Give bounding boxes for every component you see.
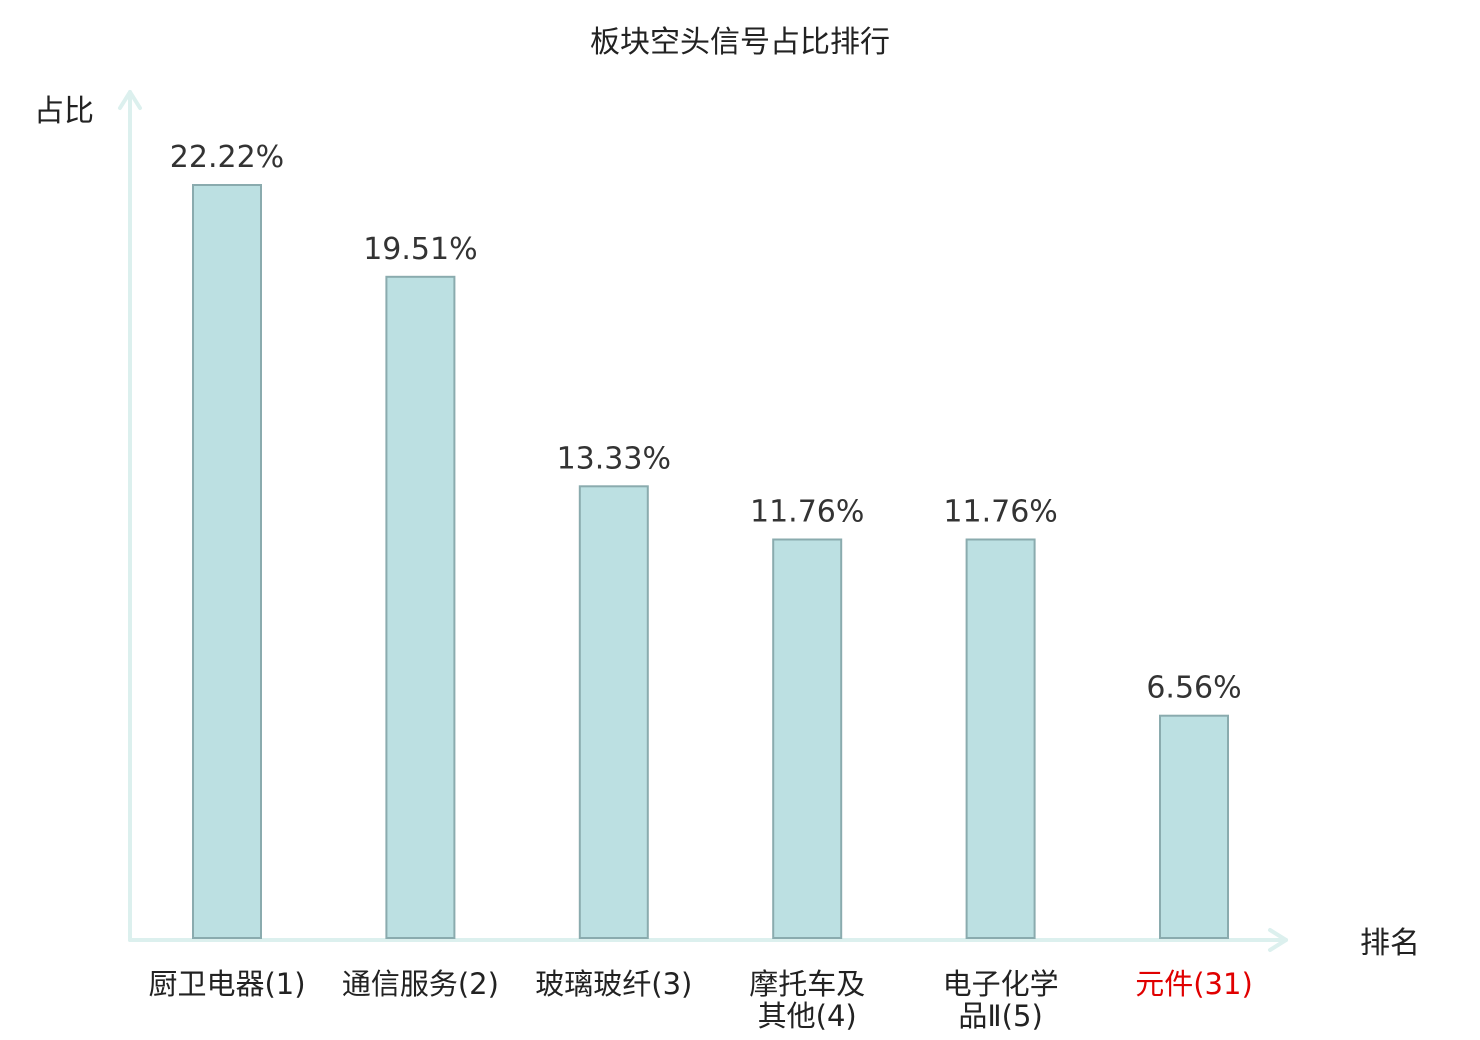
- x-axis-arrow: [1268, 928, 1288, 952]
- bar: [192, 184, 262, 939]
- value-label: 22.22%: [170, 140, 284, 175]
- category-labels-group: 厨卫电器(1) 通信服务(2) 玻璃玻纤(3) 摩托车及其他(4) 电子化学品Ⅱ(5) 元…: [148, 967, 1252, 1033]
- bar: [1159, 714, 1229, 940]
- value-label: 19.51%: [363, 232, 477, 267]
- value-labels-group: 22.22% 19.51% 13.33% 11.76% 11.76% 6.56%: [170, 140, 1242, 706]
- chart-title: 板块空头信号占比排行: [590, 25, 890, 60]
- value-label: 13.33%: [557, 441, 671, 476]
- value-label: 11.76%: [943, 495, 1057, 530]
- category-label: 元件(31): [1135, 967, 1253, 1001]
- y-axis-arrow: [118, 90, 142, 110]
- category-label: 通信服务(2): [342, 967, 499, 1001]
- category-label: 玻璃玻纤(3): [535, 967, 692, 1001]
- bar: [578, 485, 649, 939]
- category-label: 电子化学品Ⅱ(5): [943, 967, 1059, 1033]
- bar: [965, 538, 1036, 939]
- category-label: 摩托车及其他(4): [749, 967, 865, 1033]
- value-label: 11.76%: [750, 495, 864, 530]
- value-label: 6.56%: [1146, 671, 1241, 706]
- axes: [118, 90, 1288, 952]
- x-axis-label: 排名: [1360, 926, 1420, 961]
- bars-group: [192, 184, 1229, 940]
- y-axis-label: 占比: [34, 94, 94, 129]
- category-label: 厨卫电器(1): [148, 967, 305, 1001]
- bar: [772, 538, 843, 939]
- bar: [385, 275, 456, 939]
